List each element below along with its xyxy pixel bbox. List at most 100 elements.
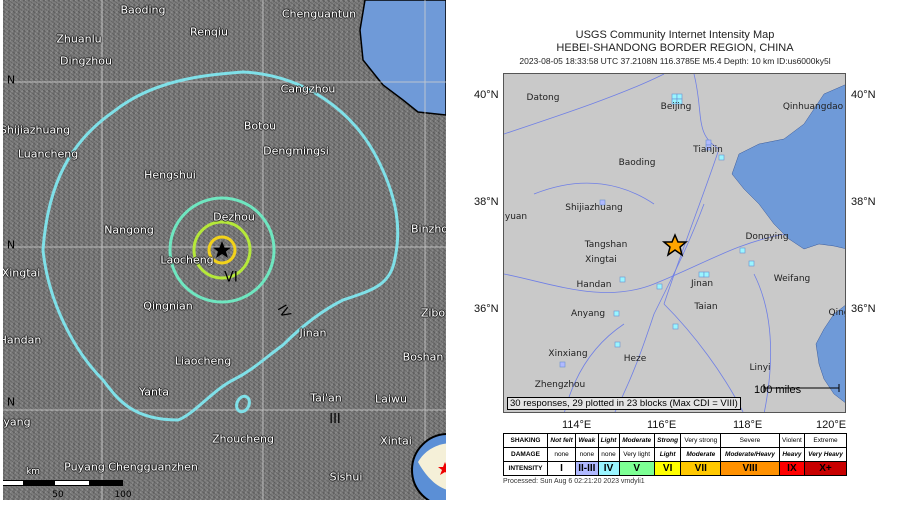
scale-unit: km [26, 467, 40, 477]
intensity-label: III [329, 412, 341, 427]
city-label: Laiwu [375, 392, 407, 406]
city-label: Qing [828, 308, 845, 318]
legend-cell: Severe [720, 433, 780, 448]
city-label: Sishui [329, 470, 363, 484]
legend-header: DAMAGE [503, 447, 548, 462]
legend-row-damage: DAMAGE none none none Very light Light M… [503, 447, 847, 462]
city-label: Binzhou [410, 222, 446, 236]
bohai-sea [731, 84, 845, 250]
intensity-cell: IV [597, 461, 620, 476]
scale-bar-miles [763, 384, 840, 392]
sea [359, 0, 446, 116]
event-info: 2023-08-05 18:33:58 UTC 37.2108N 116.378… [519, 56, 831, 66]
city-label: Dingzhou [60, 54, 112, 68]
intensity-cell: VI [653, 461, 682, 476]
city-label: Boshan [402, 350, 444, 364]
intensity-cell: X+ [804, 461, 847, 476]
legend-cell: Moderate [680, 447, 722, 462]
legend-cell: none [597, 447, 620, 462]
legend-cell: Strong [653, 433, 682, 448]
legend-cell: Light [597, 433, 620, 448]
legend-cell: Violent [778, 433, 806, 448]
legend-cell: none [575, 447, 599, 462]
right-map-graphics [504, 74, 845, 412]
city-label: Jinan [299, 326, 327, 340]
responses-summary: 30 responses, 29 plotted in 23 blocks (M… [507, 397, 741, 410]
scale-tick: 50 [52, 490, 64, 500]
city-label: Dengmingsi [263, 144, 329, 158]
city-label: Botou [243, 119, 277, 133]
legend-row-shaking: SHAKING Not felt Weak Light Moderate Str… [503, 433, 847, 448]
city-label: Liaocheng [174, 354, 232, 368]
legend-cell: Extreme [804, 433, 847, 448]
city-label: Renqiu [190, 25, 228, 39]
city-label: Zhengzhou [534, 380, 586, 390]
city-label: Datong [526, 93, 560, 103]
graticule [3, 0, 446, 500]
city-label: Xingtai [585, 255, 617, 265]
city-label: Nangong [104, 223, 154, 237]
city-label: Dongying [745, 232, 789, 242]
rivers [504, 74, 785, 412]
city-label: aiyuan [503, 212, 528, 222]
globe-inset [411, 433, 446, 500]
city-label: Laocheng [160, 253, 214, 267]
city-label: Anyang [570, 309, 606, 319]
city-label: Tai'an [310, 391, 342, 405]
lat-label: 36°N [851, 303, 876, 315]
city-label: Linyi [749, 363, 771, 373]
city-label: Handan [3, 333, 42, 347]
contour-VI [207, 235, 237, 265]
city-label: Shijiazhuang [565, 203, 623, 213]
city-label: Dezhou [213, 210, 255, 224]
lat-label: N [6, 238, 16, 252]
scale-bar [3, 480, 123, 486]
cdi-map-right: Datong Beijing Qinhuangdao Tianjin Baodi… [503, 73, 846, 413]
legend-cell: Moderate/Heavy [720, 447, 780, 462]
city-label: Puyang Chengguanzhen [64, 460, 198, 474]
legend-cell: Not felt [546, 433, 577, 448]
epicenter-star-icon [213, 241, 231, 258]
yellow-sea [815, 305, 845, 403]
city-label: Luancheng [17, 147, 79, 161]
city-label: Xingtai [3, 266, 41, 280]
shakemap-left: Baoding Renqiu Chenguantun Zhuanlu Dingz… [3, 0, 446, 500]
city-label: Jinan [690, 279, 714, 289]
legend-cell: Heavy [778, 447, 806, 462]
epicenter-star-icon [661, 233, 689, 257]
intensity-cell: IX [778, 461, 806, 476]
city-label: Qinhuangdao [782, 102, 844, 112]
legend-cell: Weak [575, 433, 599, 448]
contour-III-small [235, 394, 251, 414]
lat-label: 40°N [851, 89, 876, 101]
legend-cell: Very strong [680, 433, 722, 448]
city-label: Cangzhou [280, 82, 336, 96]
intensity-cell: I [546, 461, 577, 476]
city-label: Shijiazhuang [3, 123, 71, 137]
city-label: Taian [694, 302, 718, 312]
legend-row-intensity: INTENSITY I II-III IV V VI VII VIII IX X… [503, 461, 847, 476]
city-label: Heze [623, 354, 647, 364]
lon-label: 114°E [562, 419, 592, 431]
lat-label: N [6, 73, 16, 87]
contour-V [192, 220, 252, 280]
city-label: Baoding [120, 3, 166, 17]
city-label: Hengshui [144, 168, 196, 182]
lon-label: 120°E [816, 419, 847, 431]
map-title: USGS Community Internet Intensity Map [575, 29, 775, 41]
city-label: Zhoucheng [212, 432, 274, 446]
city-label: Zhuanlu [56, 32, 102, 46]
legend-cell: Light [653, 447, 682, 462]
contour-IV [168, 196, 276, 304]
legend-header: INTENSITY [503, 461, 548, 476]
region-title: HEBEI-SHANDONG BORDER REGION, CHINA [556, 42, 794, 54]
intensity-label: VI [224, 269, 238, 286]
lat-label: 38°N [474, 196, 499, 208]
left-map-graphics [3, 0, 446, 500]
city-label: Beijing [660, 102, 692, 112]
city-label: Chenguantun [281, 7, 357, 21]
processed-timestamp: Processed: Sun Aug 6 02:21:20 2023 vmdyl… [503, 478, 645, 485]
city-label: Weifang [773, 274, 811, 284]
legend-cell: Very light [618, 447, 655, 462]
lat-label: 36°N [474, 303, 499, 315]
